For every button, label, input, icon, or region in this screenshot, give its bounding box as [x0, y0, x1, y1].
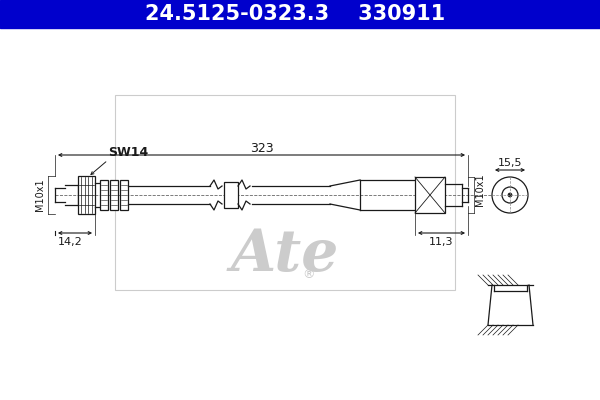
Text: ®: ®: [302, 268, 314, 282]
Bar: [0, 0, 600, 28]
Text: SW14: SW14: [108, 146, 148, 158]
Text: 15,5: 15,5: [498, 158, 522, 168]
Text: 323: 323: [250, 142, 274, 154]
Text: 11,3: 11,3: [429, 237, 454, 247]
Text: 24.5125-0323.3    330911: 24.5125-0323.3 330911: [145, 4, 445, 24]
Bar: [100, 180, 108, 210]
Bar: [78, 176, 95, 214]
Bar: [415, 177, 445, 213]
Bar: [224, 182, 238, 208]
Text: 14,2: 14,2: [58, 237, 83, 247]
Bar: [120, 180, 128, 210]
Circle shape: [502, 187, 518, 203]
Bar: [110, 180, 118, 210]
Text: Ate: Ate: [231, 227, 339, 283]
Circle shape: [508, 193, 512, 197]
Circle shape: [492, 177, 528, 213]
Bar: [115, 95, 455, 290]
Text: M10x1: M10x1: [35, 179, 45, 211]
Text: M10x1: M10x1: [475, 174, 485, 206]
